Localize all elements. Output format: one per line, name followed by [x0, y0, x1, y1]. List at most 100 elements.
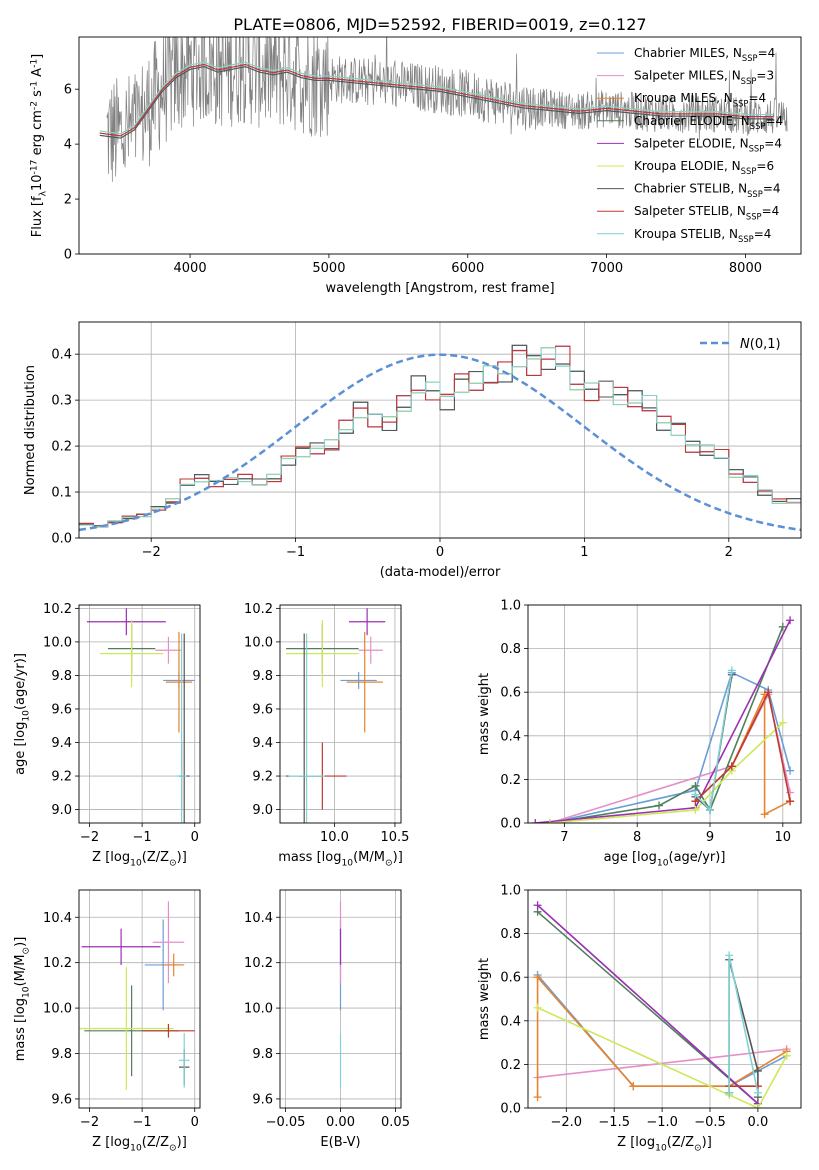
histogram-6	[79, 344, 801, 527]
x-tick-label: 0.05	[381, 1115, 410, 1130]
legend-label: Kroupa STELIB, NSSP=4	[634, 227, 771, 244]
y-tick-label: 9.6	[252, 1092, 273, 1107]
histogram-4	[79, 345, 801, 528]
y-axis-label: age [log10(age/yr)]	[13, 653, 32, 775]
x-axis-label: Z [log10(Z/Z⊙)]	[92, 1135, 187, 1154]
x-tick-label: −0.05	[266, 1115, 306, 1130]
legend-label: Salpeter STELIB, NSSP=4	[634, 204, 779, 221]
y-tick-label: 9.6	[51, 702, 72, 717]
spectrum-legend: Chabrier MILES, NSSP=4 Salpeter MILES, NS…	[597, 46, 783, 244]
weight-line-5	[549, 722, 784, 823]
y-tick-label: 0.8	[500, 927, 521, 942]
histogram-5	[79, 347, 801, 528]
x-tick-label: −0.5	[694, 1115, 726, 1130]
y-tick-label: 9.6	[51, 1092, 72, 1107]
chart-weight_vs_Z: −2.0 −1.5 −1.0 −0.5 0.0 0.0 0.2 0.4 0.6 0.8 1.0 Z […	[477, 884, 802, 1154]
axes-frame	[78, 889, 201, 1109]
weight-marker	[753, 1088, 762, 1097]
y-tick-label: 6	[64, 83, 72, 98]
spectrum-data-line	[106, 37, 788, 182]
plot-area	[531, 616, 795, 823]
histogram-1	[79, 345, 801, 528]
y-tick-label: 0.2	[500, 1058, 521, 1073]
x-tick-label: −1.0	[646, 1115, 678, 1130]
y-axis-label: mass weight	[477, 958, 492, 1040]
figure-title: PLATE=0806, MJD=52592, FIBERID=0019, z=0…	[233, 15, 646, 34]
weight-marker	[533, 901, 542, 910]
y-tick-label: 9.2	[252, 770, 273, 785]
axes-frame	[527, 889, 802, 1109]
y-tick-label: 0.1	[51, 486, 72, 501]
y-tick-label: 9.8	[51, 1047, 72, 1062]
plot-area	[86, 608, 195, 823]
y-tick-label: 10.0	[43, 1002, 72, 1017]
legend-label: Chabrier ELODIE, NSSP=4	[634, 114, 783, 131]
y-tick-label: 0.6	[500, 971, 521, 986]
x-tick-label: −1	[286, 545, 305, 560]
weight-marker	[782, 1051, 791, 1060]
weight-marker	[753, 1104, 762, 1108]
chart-mass_vs_ebv: −0.05 0.00 0.05 9.6 9.8 10.0 10.2 10.4 E(B-V)	[244, 889, 410, 1150]
weight-marker	[778, 718, 787, 727]
y-tick-label: 10.2	[43, 956, 72, 971]
y-tick-label: 0.6	[500, 686, 521, 701]
x-axis-label: age [log10(age/yr)]	[604, 850, 726, 869]
weight-marker	[691, 790, 700, 799]
model-line-7	[99, 63, 774, 137]
weight-marker	[655, 801, 664, 810]
x-tick-label: 8000	[729, 261, 762, 276]
histogram-2	[79, 347, 801, 528]
x-tick-label: 10	[775, 830, 792, 845]
y-tick-label: 10.2	[244, 956, 273, 971]
histogram-8	[79, 347, 801, 528]
axes-frame	[78, 604, 201, 824]
weight-line-6	[728, 959, 759, 1098]
x-tick-label: 0.0	[748, 1115, 769, 1130]
weight-marker	[727, 666, 736, 675]
legend-label: Salpeter MILES, NSSP=3	[634, 69, 774, 86]
x-axis-label: (data-model)/error	[380, 565, 501, 580]
weight-marker	[786, 616, 795, 625]
histogram-0	[79, 345, 801, 527]
x-tick-label: 0	[436, 545, 444, 560]
x-tick-label: 6000	[451, 261, 484, 276]
x-tick-label: 0	[191, 830, 199, 845]
y-tick-label: 10.4	[244, 911, 273, 926]
y-tick-label: 9.8	[252, 1047, 273, 1062]
chart-mass_vs_Z: −2 −1 0 9.6 9.8 10.0 10.2 10.4 Z [log10(Z/Z⊙)] ma…	[13, 889, 201, 1154]
weight-line-3	[549, 626, 784, 823]
x-axis-label: Z [log10(Z/Z⊙)]	[92, 850, 187, 869]
y-tick-label: 10.2	[244, 602, 273, 617]
weight-marker	[786, 788, 795, 797]
legend-label: Kroupa ELODIE, NSSP=6	[634, 159, 774, 176]
axes-frame	[78, 36, 802, 255]
y-tick-label: 9.6	[252, 702, 273, 717]
x-tick-label: 5000	[312, 261, 345, 276]
weight-marker	[778, 622, 787, 631]
y-tick-label: 9.0	[252, 803, 273, 818]
axes-frame	[279, 889, 402, 1109]
y-tick-label: 0.0	[500, 817, 521, 832]
axes-frame	[279, 604, 402, 824]
weight-marker	[691, 781, 700, 790]
model-line-8	[99, 61, 774, 135]
weight-line-1	[549, 692, 791, 823]
histogram-7	[79, 345, 801, 528]
y-tick-label: 1.0	[500, 884, 521, 899]
x-tick-label: 8	[633, 830, 641, 845]
weight-marker	[725, 1088, 734, 1097]
y-tick-label: 0	[64, 248, 72, 263]
plot-area	[79, 344, 801, 532]
weight-line-3	[537, 911, 759, 1105]
y-tick-label: 4	[64, 138, 72, 153]
weight-marker	[760, 810, 769, 819]
weight-marker	[727, 762, 736, 771]
histogram-3	[79, 344, 801, 527]
weight-line-8	[728, 955, 759, 1093]
chart-residuals: −2 −1 0 1 2 0.0 0.1 0.2 0.3 0.4 (data-model)/error…	[23, 321, 802, 580]
y-axis-label: Flux [fλ10-17 erg cm-2 s-1 A-1]	[29, 54, 48, 238]
x-tick-label: −1	[133, 830, 152, 845]
y-axis-label: mass weight	[477, 673, 492, 755]
